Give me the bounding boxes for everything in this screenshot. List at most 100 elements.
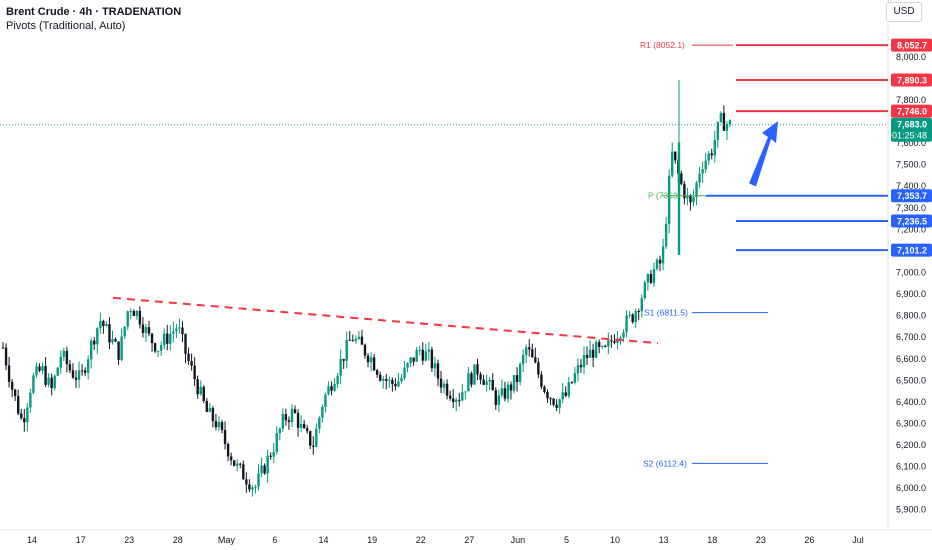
candle bbox=[90, 337, 93, 369]
candle bbox=[117, 341, 120, 366]
candle bbox=[625, 310, 628, 338]
candle-body bbox=[257, 473, 260, 487]
candle-body bbox=[260, 465, 263, 474]
candle bbox=[62, 347, 66, 362]
candle bbox=[135, 310, 139, 320]
candle-body bbox=[558, 399, 561, 408]
candle bbox=[467, 366, 470, 392]
candle bbox=[610, 335, 613, 348]
candle bbox=[7, 356, 11, 388]
candle bbox=[439, 370, 443, 394]
candle-body bbox=[570, 382, 574, 384]
candle-body bbox=[4, 347, 8, 366]
candle-body bbox=[725, 124, 729, 131]
candle bbox=[430, 346, 434, 373]
candle bbox=[111, 330, 114, 345]
currency-button[interactable]: USD bbox=[886, 2, 922, 22]
pivot-label-p: P (7353. bbox=[648, 191, 680, 201]
candle-body bbox=[488, 379, 491, 382]
candle-body bbox=[385, 378, 388, 381]
candle-body bbox=[442, 383, 446, 388]
candle bbox=[494, 387, 497, 410]
candle bbox=[44, 357, 47, 388]
candle-body bbox=[281, 414, 285, 429]
candle bbox=[211, 406, 215, 428]
candle bbox=[99, 312, 102, 334]
candle bbox=[178, 318, 181, 334]
candle bbox=[126, 310, 129, 331]
candle bbox=[394, 378, 397, 391]
countdown-label: 01:25:48 bbox=[892, 131, 927, 141]
candle-body bbox=[561, 392, 564, 400]
candle-body bbox=[622, 332, 625, 338]
descending-trendline[interactable] bbox=[112, 296, 659, 345]
candle-body bbox=[394, 384, 397, 387]
candle bbox=[601, 345, 604, 349]
y-tick-label: 6,600.0 bbox=[896, 354, 926, 364]
candle bbox=[674, 151, 677, 164]
candle-body bbox=[47, 377, 50, 385]
candle-body bbox=[163, 333, 166, 346]
candle-body bbox=[77, 370, 81, 380]
x-tick-label: 18 bbox=[707, 535, 717, 545]
candle bbox=[336, 372, 339, 389]
candle-body bbox=[345, 339, 348, 361]
candle-body bbox=[445, 383, 449, 396]
candle-body bbox=[74, 377, 78, 380]
candle-body bbox=[671, 151, 674, 176]
candle bbox=[607, 332, 610, 355]
candle bbox=[622, 329, 625, 342]
candle-body bbox=[29, 392, 32, 408]
candle bbox=[293, 405, 297, 414]
candle-body bbox=[494, 390, 497, 405]
candle bbox=[415, 346, 418, 362]
candle-body bbox=[1, 347, 5, 349]
candle bbox=[163, 328, 166, 350]
candle-body bbox=[181, 327, 184, 335]
candle-body bbox=[537, 362, 540, 375]
candle bbox=[296, 409, 300, 437]
x-tick-label: 23 bbox=[124, 535, 134, 545]
candle bbox=[68, 359, 72, 373]
up-arrow-annotation[interactable] bbox=[749, 121, 778, 187]
candle-body bbox=[564, 392, 567, 396]
symbol-title[interactable]: Brent Crude · 4h · TRADENATION bbox=[6, 6, 182, 18]
candle bbox=[80, 364, 84, 376]
candle-body bbox=[421, 349, 424, 361]
candle-body bbox=[604, 345, 607, 347]
candle-body bbox=[23, 418, 26, 423]
candle bbox=[187, 347, 190, 365]
candle bbox=[226, 442, 230, 462]
candle bbox=[661, 238, 665, 271]
candle bbox=[549, 397, 552, 406]
candle-body bbox=[239, 463, 242, 465]
candle-body bbox=[388, 379, 391, 381]
candle-body bbox=[333, 383, 336, 391]
candle bbox=[193, 357, 196, 387]
candle bbox=[299, 415, 303, 433]
candle-body bbox=[579, 365, 583, 368]
candle-body bbox=[637, 311, 640, 313]
candle-body bbox=[315, 428, 318, 447]
candle-body bbox=[436, 363, 440, 379]
candle bbox=[543, 385, 546, 394]
indicator-label[interactable]: Pivots (Traditional, Auto) bbox=[6, 20, 126, 32]
candle-body bbox=[86, 359, 90, 373]
candle bbox=[251, 485, 254, 497]
candle-body bbox=[330, 386, 333, 391]
candle-body bbox=[391, 379, 394, 385]
candle bbox=[47, 373, 50, 388]
candle-body bbox=[509, 384, 513, 391]
candle-body bbox=[357, 336, 361, 339]
candle bbox=[120, 328, 123, 362]
candle-body bbox=[266, 455, 269, 474]
candle bbox=[86, 355, 90, 380]
candle bbox=[248, 479, 251, 493]
candle bbox=[245, 472, 248, 493]
candle bbox=[169, 325, 172, 351]
candle-body bbox=[594, 342, 598, 358]
candle bbox=[254, 484, 257, 494]
candle bbox=[561, 383, 564, 404]
candle-body bbox=[190, 360, 193, 366]
